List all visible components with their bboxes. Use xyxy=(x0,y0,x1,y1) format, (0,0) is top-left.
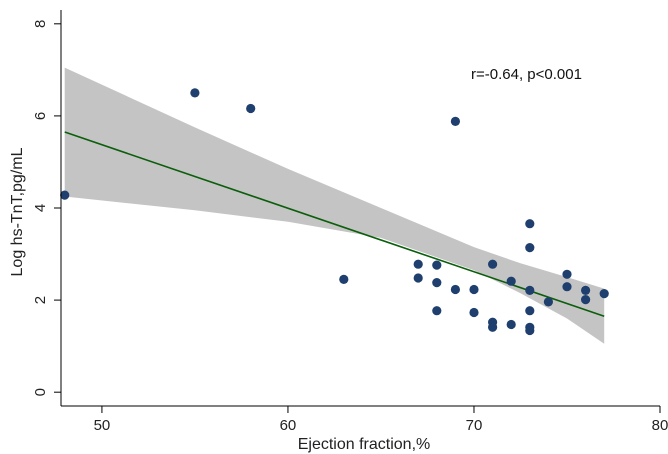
data-point xyxy=(525,243,535,253)
data-point xyxy=(506,319,516,330)
x-tick-label: 50 xyxy=(94,417,111,434)
data-point xyxy=(432,306,442,316)
data-point xyxy=(562,269,572,279)
correlation-annotation: r=-0.64, p<0.001 xyxy=(471,66,582,83)
y-axis-title: Log hs-TnT,pg/mL xyxy=(9,147,26,276)
data-point xyxy=(581,285,591,295)
data-point xyxy=(190,88,200,98)
fit-line xyxy=(64,131,605,317)
confidence-band xyxy=(64,67,605,344)
data-point xyxy=(562,282,572,292)
data-point xyxy=(246,103,256,114)
data-point xyxy=(60,190,70,200)
data-point xyxy=(525,285,535,295)
x-tick-label: 80 xyxy=(652,417,668,434)
y-tick-label: 4 xyxy=(32,204,49,212)
data-point xyxy=(525,306,535,316)
data-point xyxy=(525,219,535,229)
plot-area xyxy=(60,67,609,344)
y-tick-label: 8 xyxy=(32,20,49,28)
data-point xyxy=(506,276,516,286)
y-tick-label: 2 xyxy=(32,296,49,304)
y-tick-label: 0 xyxy=(32,388,49,396)
data-point xyxy=(450,116,460,126)
data-point xyxy=(469,284,479,295)
data-point xyxy=(469,307,479,318)
data-point xyxy=(339,274,349,284)
x-axis-title: Ejection fraction,% xyxy=(298,436,431,453)
data-point xyxy=(432,260,442,270)
data-point xyxy=(525,325,535,336)
data-point xyxy=(543,297,554,307)
data-point xyxy=(599,289,609,299)
data-point xyxy=(450,284,460,295)
data-point xyxy=(413,259,423,269)
x-tick-label: 60 xyxy=(280,417,297,434)
data-point xyxy=(413,273,423,283)
data-point xyxy=(581,295,591,305)
data-point xyxy=(432,278,442,288)
x-tick-label: 70 xyxy=(466,417,483,434)
data-point xyxy=(488,259,498,269)
axes: 0 2 4 6 8 50 60 70 80 xyxy=(32,10,668,434)
data-point xyxy=(488,322,498,332)
y-tick-label: 6 xyxy=(32,112,49,120)
